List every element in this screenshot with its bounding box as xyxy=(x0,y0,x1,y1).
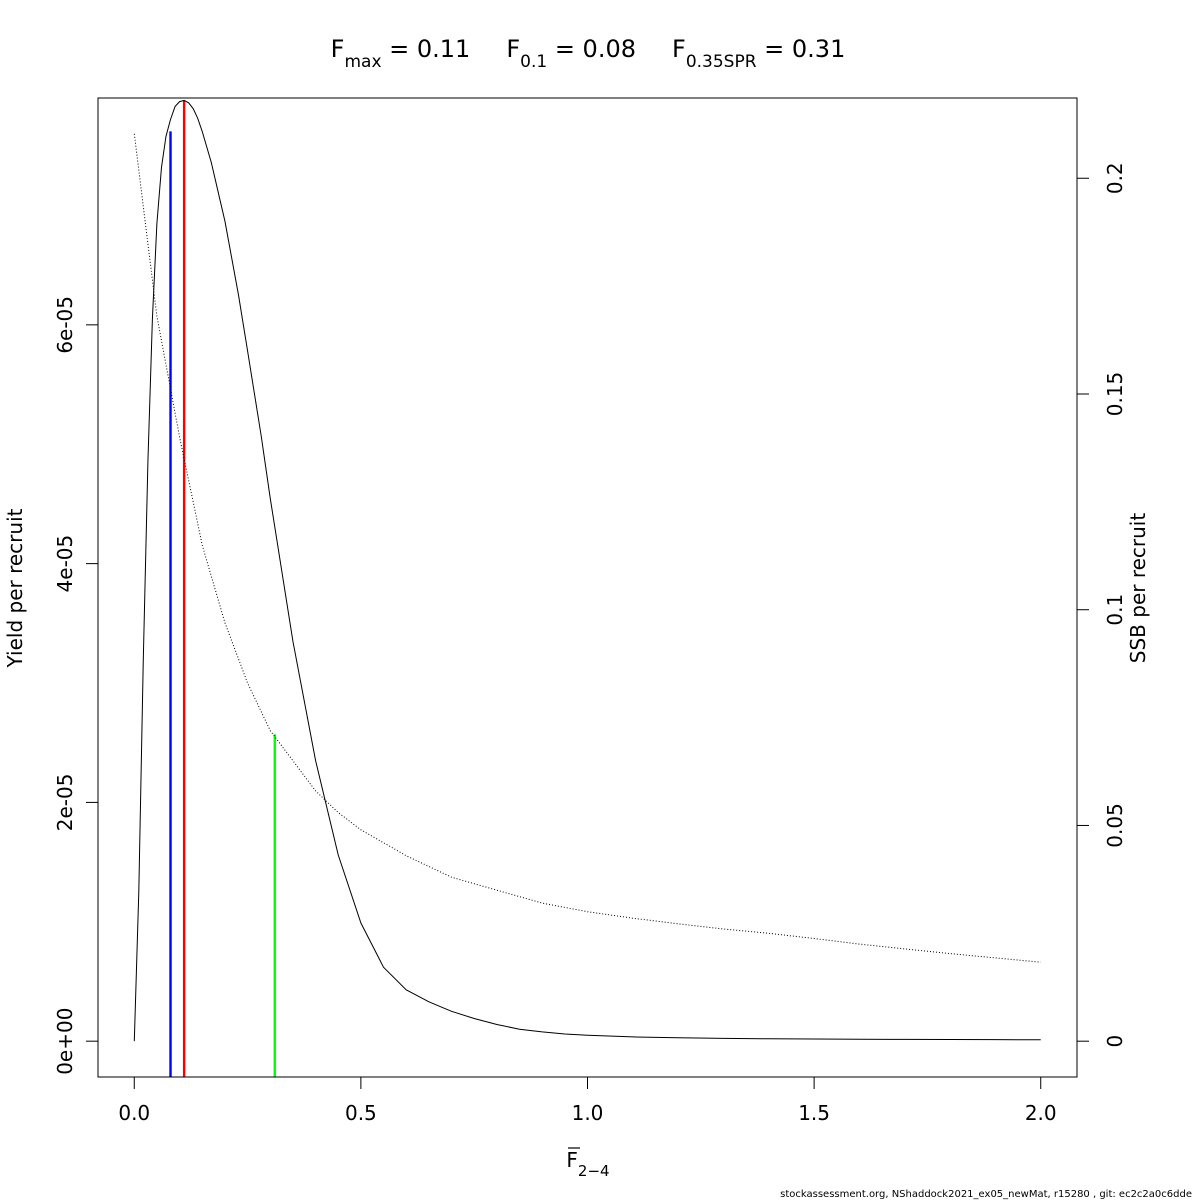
y-axis-right: 0 0.05 0.1 0.15 0.2 xyxy=(1076,162,1127,1048)
title-term-base: F xyxy=(331,35,345,63)
title-term-value: = 0.31 xyxy=(757,35,846,63)
x-tick-label: 0.0 xyxy=(118,1101,150,1125)
x-label-subscript: 2−4 xyxy=(578,1162,610,1180)
title-term-subscript: 0.35SPR xyxy=(686,52,757,72)
y-right-tick-label: 0.15 xyxy=(1103,372,1127,417)
title-term-subscript: max xyxy=(344,52,381,72)
ssb-per-recruit-curve xyxy=(133,133,1041,963)
y-left-tick-label: 0e+00 xyxy=(53,1008,77,1075)
y-axis-left: 0e+00 2e-05 4e-05 6e-05 xyxy=(53,296,99,1075)
title-term-base: F xyxy=(636,35,686,63)
y-left-tick-label: 6e-05 xyxy=(53,296,77,354)
title-term-value: = 0.11 xyxy=(382,35,471,63)
y-right-tick-label: 0.1 xyxy=(1103,594,1127,626)
y-axis-right-label: SSB per recruit xyxy=(1126,513,1150,664)
y-left-tick-label: 4e-05 xyxy=(53,535,77,593)
reference-lines xyxy=(169,100,276,1077)
x-tick-label: 2.0 xyxy=(1025,1101,1057,1125)
title-term-value: = 0.08 xyxy=(547,35,636,63)
yield-per-recruit-curve xyxy=(133,99,1041,1042)
y-right-tick-label: 0 xyxy=(1103,1035,1127,1048)
x-label-base: F xyxy=(566,1148,578,1172)
plot-frame xyxy=(97,97,1078,1078)
y-right-tick-label: 0.05 xyxy=(1103,803,1127,848)
x-tick-label: 1.5 xyxy=(798,1101,830,1125)
x-axis: 0.0 0.5 1.0 1.5 2.0 xyxy=(118,1076,1057,1125)
x-tick-label: 0.5 xyxy=(345,1101,377,1125)
series-lines xyxy=(133,99,1041,1042)
y-axis-left-label: Yield per recruit xyxy=(3,508,27,668)
footer-note: stockassessment.org, NShaddock2021_ex05_… xyxy=(780,1189,1192,1200)
y-right-tick-label: 0.2 xyxy=(1103,162,1127,194)
chart-title: Fmax = 0.11 F0.1 = 0.08 F0.35SPR = 0.31 xyxy=(331,35,846,72)
x-axis-label: F2−4 xyxy=(566,1148,609,1180)
title-term-subscript: 0.1 xyxy=(520,52,547,72)
y-left-tick-label: 2e-05 xyxy=(53,774,77,832)
title-term-base: F xyxy=(470,35,520,63)
x-tick-label: 1.0 xyxy=(572,1101,604,1125)
